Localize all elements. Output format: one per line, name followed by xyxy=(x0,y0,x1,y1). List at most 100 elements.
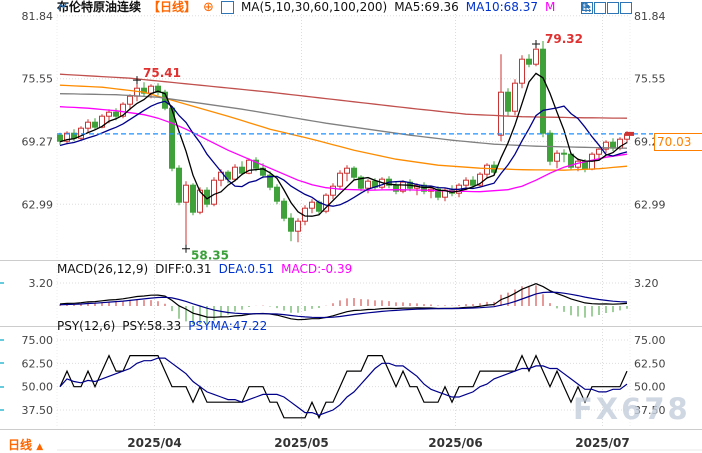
candle-body xyxy=(561,152,567,155)
candle-body xyxy=(400,181,406,192)
timeframe-label: 【日线】 xyxy=(148,0,197,14)
candle-body xyxy=(99,115,105,128)
candle-body xyxy=(120,103,126,117)
psy-panel-header: PSY(12,6) PSY:58.33 PSYMA:47.22 xyxy=(57,320,267,333)
main-y-label-right: 81.84 xyxy=(634,10,666,23)
candle-body xyxy=(211,179,217,205)
main-chart-header: 布伦特原油连续 【日线】 ⊕ MA(5,10,30,60,100,200) MA… xyxy=(57,1,555,14)
fit-x-axis-icon[interactable] xyxy=(582,2,619,14)
candle-body xyxy=(246,159,252,174)
ma-line-MA10 xyxy=(59,100,628,207)
candle-body xyxy=(470,179,476,186)
candle-body xyxy=(365,180,371,189)
main-y-label-left: 69.27 xyxy=(22,136,54,149)
pan-right-icon[interactable] xyxy=(582,2,632,14)
period-arrow-icon: ▲ xyxy=(36,442,44,452)
psy-y-label-left: 37.50 xyxy=(22,404,54,417)
candle-body xyxy=(351,167,357,178)
candle-body xyxy=(141,87,147,94)
candle-body xyxy=(267,174,273,188)
ma10-value-label: MA10:68.37 xyxy=(465,0,539,14)
macd-y-label-right: 3.20 xyxy=(634,277,659,290)
candle-body xyxy=(190,184,196,213)
spike-high-label: 79.32 xyxy=(545,32,583,46)
candle-body xyxy=(519,58,525,84)
candle-body xyxy=(253,159,259,169)
candle-body xyxy=(127,95,133,105)
candle-body xyxy=(505,91,511,112)
candle-body xyxy=(309,201,315,209)
candle-body xyxy=(344,167,350,174)
month-label: 2025/07 xyxy=(575,436,629,450)
watermark: FX678 xyxy=(573,392,691,426)
main-y-label-right: 75.55 xyxy=(634,73,666,86)
candle-body xyxy=(148,85,154,94)
candle-body xyxy=(155,85,161,93)
candle-body xyxy=(281,200,287,219)
main-y-label-left: 62.99 xyxy=(22,198,54,211)
ma-params-label: MA(5,10,30,60,100,200) xyxy=(240,0,388,14)
candle-body xyxy=(484,164,490,175)
psy-y-label-right: 50.00 xyxy=(634,381,666,394)
main-y-label-left: 81.84 xyxy=(22,10,54,23)
macd-params-label: MACD(26,12,9) xyxy=(57,262,149,276)
candle-body xyxy=(295,220,301,232)
candle-body xyxy=(183,184,189,203)
candle-body xyxy=(463,179,469,186)
candle-body xyxy=(78,127,84,139)
candle-body xyxy=(498,91,504,136)
macd-diff-line xyxy=(59,283,628,321)
ma-line-MA60 xyxy=(59,93,628,149)
candle-body xyxy=(106,111,112,117)
symbol-title: 布伦特原油连续 xyxy=(57,0,142,14)
psyma-value: PSYMA:47.22 xyxy=(188,319,268,333)
ma5-value-label: MA5:69.36 xyxy=(394,0,459,14)
psy-y-label-right: 62.50 xyxy=(634,357,666,370)
candle-body xyxy=(232,166,238,180)
candle-body xyxy=(435,188,441,198)
candle-body xyxy=(113,111,119,117)
last-price-tag: 70.03 xyxy=(654,133,702,151)
candlesticks-layer xyxy=(57,41,630,251)
candle-body xyxy=(64,132,70,142)
candle-body xyxy=(330,185,336,196)
candle-body xyxy=(596,148,602,155)
candle-body xyxy=(512,82,518,112)
fit-y-axis-icon[interactable] xyxy=(581,2,606,14)
period-selector[interactable]: 日线 ▲ xyxy=(8,436,43,453)
macd-panel-header: MACD(26,12,9) DIFF:0.31 DEA:0.51 MACD:-0… xyxy=(57,263,352,276)
swing-marker-icon xyxy=(182,244,190,253)
chart-toolbar xyxy=(581,2,632,14)
ma30-value-truncated: M xyxy=(545,0,556,14)
candle-body xyxy=(239,166,245,174)
macd-dea-value: DEA:0.51 xyxy=(218,262,275,276)
candle-body xyxy=(85,121,91,129)
month-label: 2025/05 xyxy=(274,436,328,450)
psy-y-label-left: 50.00 xyxy=(22,381,54,394)
psy-y-label-left: 62.50 xyxy=(22,357,54,370)
psy-line xyxy=(59,354,628,420)
candle-body xyxy=(526,58,532,65)
month-label: 2025/04 xyxy=(127,436,181,450)
candle-body xyxy=(288,217,294,232)
candle-body xyxy=(323,194,329,212)
candle-body xyxy=(337,172,343,187)
candle-body xyxy=(176,167,182,203)
last-price-tick xyxy=(625,131,634,136)
candle-body xyxy=(274,186,280,202)
candle-body xyxy=(533,48,539,65)
main-y-label-right: 62.99 xyxy=(634,198,666,211)
ma-line-MA200 xyxy=(59,73,628,119)
psyma-line xyxy=(59,357,628,416)
add-indicator-icon[interactable]: ⊕ xyxy=(203,0,214,15)
main-y-label-left: 75.55 xyxy=(22,73,54,86)
macd-hist-value: MACD:-0.39 xyxy=(281,262,353,276)
ma-line-MA5 xyxy=(59,72,628,217)
chart-type-icon[interactable] xyxy=(57,1,234,14)
macd-y-label-left: 3.20 xyxy=(29,277,54,290)
psy-y-label-left: 75.00 xyxy=(22,334,54,347)
candle-body xyxy=(57,134,63,142)
psy-y-label-right: 75.00 xyxy=(634,334,666,347)
